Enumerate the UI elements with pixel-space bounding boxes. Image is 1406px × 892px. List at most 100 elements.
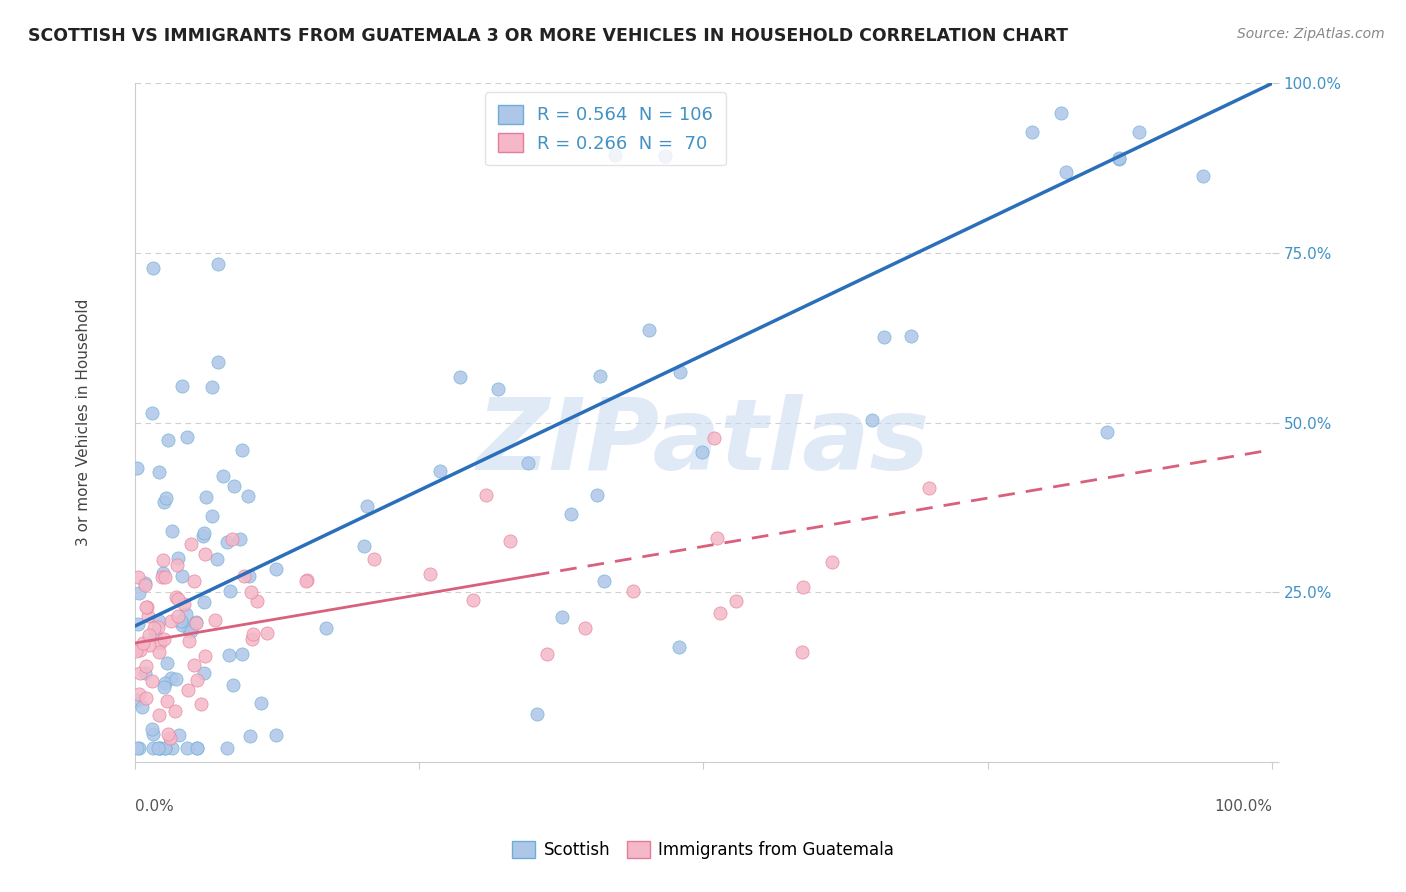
- Point: [172, 617, 194, 632]
- Point: [1233, 62, 1256, 77]
- Point: [134, 665, 156, 680]
- Point: [148, 741, 170, 756]
- Point: [153, 632, 176, 646]
- Point: [186, 741, 208, 756]
- Point: [153, 495, 176, 509]
- Point: [148, 645, 170, 659]
- Point: [141, 673, 163, 688]
- Point: [1108, 152, 1130, 166]
- Text: Source: ZipAtlas.com: Source: ZipAtlas.com: [1237, 27, 1385, 41]
- Point: [603, 148, 626, 162]
- Point: [127, 616, 149, 631]
- Point: [170, 614, 193, 628]
- Point: [186, 741, 208, 756]
- Point: [176, 741, 198, 756]
- Point: [166, 558, 188, 573]
- Point: [176, 430, 198, 444]
- Point: [172, 569, 194, 583]
- Point: [173, 598, 195, 612]
- Point: [1095, 425, 1118, 440]
- Point: [174, 607, 197, 621]
- Point: [499, 533, 522, 548]
- Point: [266, 562, 288, 576]
- Point: [128, 741, 150, 756]
- Point: [668, 640, 690, 654]
- Point: [193, 666, 215, 681]
- Point: [574, 621, 596, 635]
- Point: [128, 585, 150, 599]
- Point: [165, 672, 187, 686]
- Point: [152, 566, 174, 581]
- Point: [148, 465, 170, 479]
- Point: [217, 534, 239, 549]
- Point: [129, 643, 152, 657]
- Point: [295, 574, 318, 589]
- Point: [250, 696, 273, 710]
- Point: [201, 509, 224, 524]
- Point: [160, 671, 183, 685]
- Point: [138, 638, 160, 652]
- Point: [449, 369, 471, 384]
- Point: [363, 551, 385, 566]
- Point: [148, 707, 170, 722]
- Point: [135, 600, 157, 615]
- Point: [238, 568, 260, 582]
- Point: [131, 699, 153, 714]
- Point: [138, 628, 160, 642]
- Point: [1108, 152, 1130, 166]
- Point: [127, 741, 149, 756]
- Point: [177, 682, 200, 697]
- Point: [918, 481, 941, 495]
- Point: [135, 659, 157, 673]
- Point: [873, 330, 896, 344]
- Point: [239, 585, 262, 599]
- Point: [690, 444, 713, 458]
- Point: [236, 489, 259, 503]
- Point: [146, 620, 169, 634]
- Point: [315, 621, 337, 635]
- Point: [177, 621, 200, 635]
- Point: [193, 526, 215, 541]
- Point: [134, 576, 156, 591]
- Point: [156, 434, 179, 448]
- Point: [536, 647, 558, 661]
- Point: [159, 614, 181, 628]
- Point: [148, 614, 170, 628]
- Point: [160, 524, 183, 538]
- Point: [207, 355, 229, 369]
- Point: [127, 570, 149, 584]
- Point: [1049, 62, 1071, 77]
- Point: [703, 432, 725, 446]
- Point: [142, 726, 165, 740]
- Point: [586, 488, 609, 502]
- Text: SCOTTISH VS IMMIGRANTS FROM GUATEMALA 3 OR MORE VEHICLES IN HOUSEHOLD CORRELATIO: SCOTTISH VS IMMIGRANTS FROM GUATEMALA 3 …: [28, 27, 1069, 45]
- Point: [201, 380, 224, 394]
- Point: [152, 553, 174, 567]
- Point: [900, 328, 922, 343]
- Point: [526, 707, 548, 722]
- Point: [190, 697, 212, 711]
- Point: [295, 573, 318, 587]
- Point: [135, 691, 157, 706]
- Point: [860, 413, 883, 427]
- Point: [429, 464, 451, 478]
- Point: [593, 574, 616, 588]
- Point: [221, 532, 243, 546]
- Legend: Scottish, Immigrants from Guatemala: Scottish, Immigrants from Guatemala: [505, 834, 901, 866]
- Point: [589, 369, 612, 384]
- Point: [217, 741, 239, 756]
- Point: [706, 531, 728, 545]
- Point: [790, 645, 813, 659]
- Point: [623, 584, 645, 599]
- Point: [637, 322, 659, 336]
- Point: [153, 570, 176, 584]
- Point: [160, 741, 183, 756]
- Point: [256, 625, 278, 640]
- Point: [222, 678, 245, 692]
- Point: [212, 468, 235, 483]
- Point: [135, 600, 157, 615]
- Point: [461, 593, 484, 607]
- Point: [1050, 105, 1073, 120]
- Text: ZIPatlas: ZIPatlas: [477, 394, 929, 491]
- Point: [246, 594, 269, 608]
